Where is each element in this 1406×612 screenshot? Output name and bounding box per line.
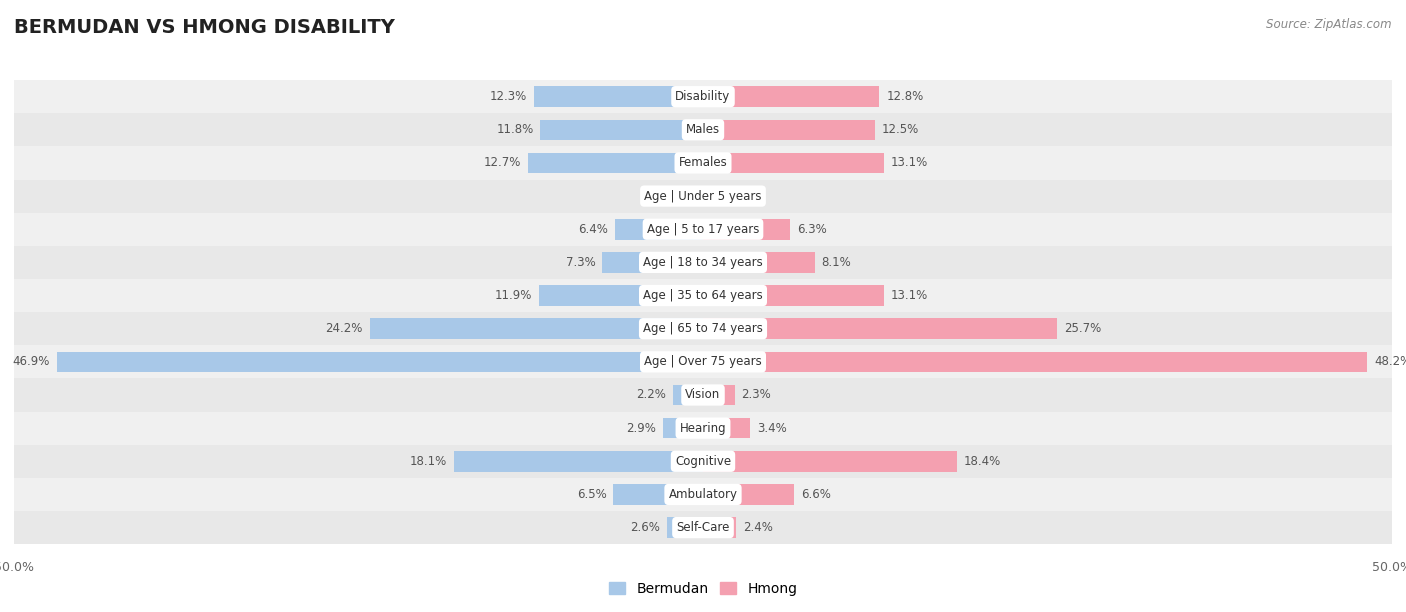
Text: Disability: Disability bbox=[675, 90, 731, 103]
Text: Ambulatory: Ambulatory bbox=[668, 488, 738, 501]
Bar bbox=[14, 212, 1392, 246]
Bar bbox=[14, 411, 1392, 445]
Bar bbox=[14, 511, 1392, 544]
Bar bbox=[703, 119, 875, 140]
Text: 25.7%: 25.7% bbox=[1064, 322, 1101, 335]
Bar bbox=[602, 252, 703, 273]
Text: 8.1%: 8.1% bbox=[821, 256, 851, 269]
Text: 13.1%: 13.1% bbox=[890, 289, 928, 302]
Text: 2.6%: 2.6% bbox=[630, 521, 661, 534]
Bar bbox=[703, 385, 735, 405]
Text: 12.3%: 12.3% bbox=[489, 90, 527, 103]
Bar bbox=[14, 80, 1392, 113]
Bar bbox=[703, 484, 794, 505]
Bar bbox=[529, 152, 703, 173]
Bar bbox=[454, 451, 703, 472]
Bar bbox=[14, 146, 1392, 179]
Text: Self-Care: Self-Care bbox=[676, 521, 730, 534]
Text: Males: Males bbox=[686, 123, 720, 136]
Text: 18.4%: 18.4% bbox=[963, 455, 1001, 468]
Text: 46.9%: 46.9% bbox=[13, 356, 49, 368]
Bar bbox=[14, 279, 1392, 312]
Text: 13.1%: 13.1% bbox=[890, 157, 928, 170]
Text: Age | Over 75 years: Age | Over 75 years bbox=[644, 356, 762, 368]
Text: 3.4%: 3.4% bbox=[756, 422, 786, 435]
Text: Females: Females bbox=[679, 157, 727, 170]
Bar bbox=[56, 351, 703, 372]
Bar bbox=[703, 252, 814, 273]
Text: 24.2%: 24.2% bbox=[325, 322, 363, 335]
Text: 2.9%: 2.9% bbox=[626, 422, 657, 435]
Text: 6.5%: 6.5% bbox=[576, 488, 606, 501]
Bar bbox=[703, 219, 790, 239]
Bar bbox=[14, 246, 1392, 279]
Bar bbox=[703, 186, 718, 206]
Text: 1.1%: 1.1% bbox=[725, 190, 755, 203]
Text: 7.3%: 7.3% bbox=[565, 256, 596, 269]
Text: Age | 35 to 64 years: Age | 35 to 64 years bbox=[643, 289, 763, 302]
Bar bbox=[664, 418, 703, 438]
Bar bbox=[14, 179, 1392, 212]
Bar bbox=[14, 478, 1392, 511]
Bar bbox=[672, 385, 703, 405]
Text: Cognitive: Cognitive bbox=[675, 455, 731, 468]
Bar bbox=[703, 285, 883, 306]
Bar bbox=[370, 318, 703, 339]
Text: 48.2%: 48.2% bbox=[1374, 356, 1406, 368]
Text: 11.9%: 11.9% bbox=[495, 289, 531, 302]
Text: Hearing: Hearing bbox=[679, 422, 727, 435]
Text: 6.3%: 6.3% bbox=[797, 223, 827, 236]
Bar bbox=[703, 318, 1057, 339]
Text: Age | 65 to 74 years: Age | 65 to 74 years bbox=[643, 322, 763, 335]
Text: Age | Under 5 years: Age | Under 5 years bbox=[644, 190, 762, 203]
Text: 12.7%: 12.7% bbox=[484, 157, 522, 170]
Text: 2.2%: 2.2% bbox=[636, 389, 666, 401]
Bar bbox=[540, 119, 703, 140]
Text: 18.1%: 18.1% bbox=[409, 455, 447, 468]
Text: Source: ZipAtlas.com: Source: ZipAtlas.com bbox=[1267, 18, 1392, 31]
Text: Age | 5 to 17 years: Age | 5 to 17 years bbox=[647, 223, 759, 236]
Bar bbox=[14, 445, 1392, 478]
Text: 2.4%: 2.4% bbox=[742, 521, 773, 534]
Text: BERMUDAN VS HMONG DISABILITY: BERMUDAN VS HMONG DISABILITY bbox=[14, 18, 395, 37]
Bar bbox=[14, 345, 1392, 378]
Legend: Bermudan, Hmong: Bermudan, Hmong bbox=[603, 576, 803, 601]
Bar bbox=[703, 451, 956, 472]
Text: 2.3%: 2.3% bbox=[741, 389, 772, 401]
Bar bbox=[668, 517, 703, 538]
Bar bbox=[614, 219, 703, 239]
Bar bbox=[538, 285, 703, 306]
Bar bbox=[703, 418, 749, 438]
Text: 1.4%: 1.4% bbox=[647, 190, 676, 203]
Text: Vision: Vision bbox=[685, 389, 721, 401]
Text: 6.4%: 6.4% bbox=[578, 223, 607, 236]
Bar bbox=[14, 378, 1392, 411]
Text: Age | 18 to 34 years: Age | 18 to 34 years bbox=[643, 256, 763, 269]
Bar bbox=[703, 517, 737, 538]
Text: 12.5%: 12.5% bbox=[882, 123, 920, 136]
Bar bbox=[533, 86, 703, 107]
Bar bbox=[14, 312, 1392, 345]
Bar bbox=[613, 484, 703, 505]
Bar bbox=[703, 152, 883, 173]
Bar bbox=[703, 351, 1367, 372]
Text: 11.8%: 11.8% bbox=[496, 123, 533, 136]
Text: 12.8%: 12.8% bbox=[886, 90, 924, 103]
Bar bbox=[683, 186, 703, 206]
Bar bbox=[703, 86, 879, 107]
Text: 6.6%: 6.6% bbox=[801, 488, 831, 501]
Bar bbox=[14, 113, 1392, 146]
